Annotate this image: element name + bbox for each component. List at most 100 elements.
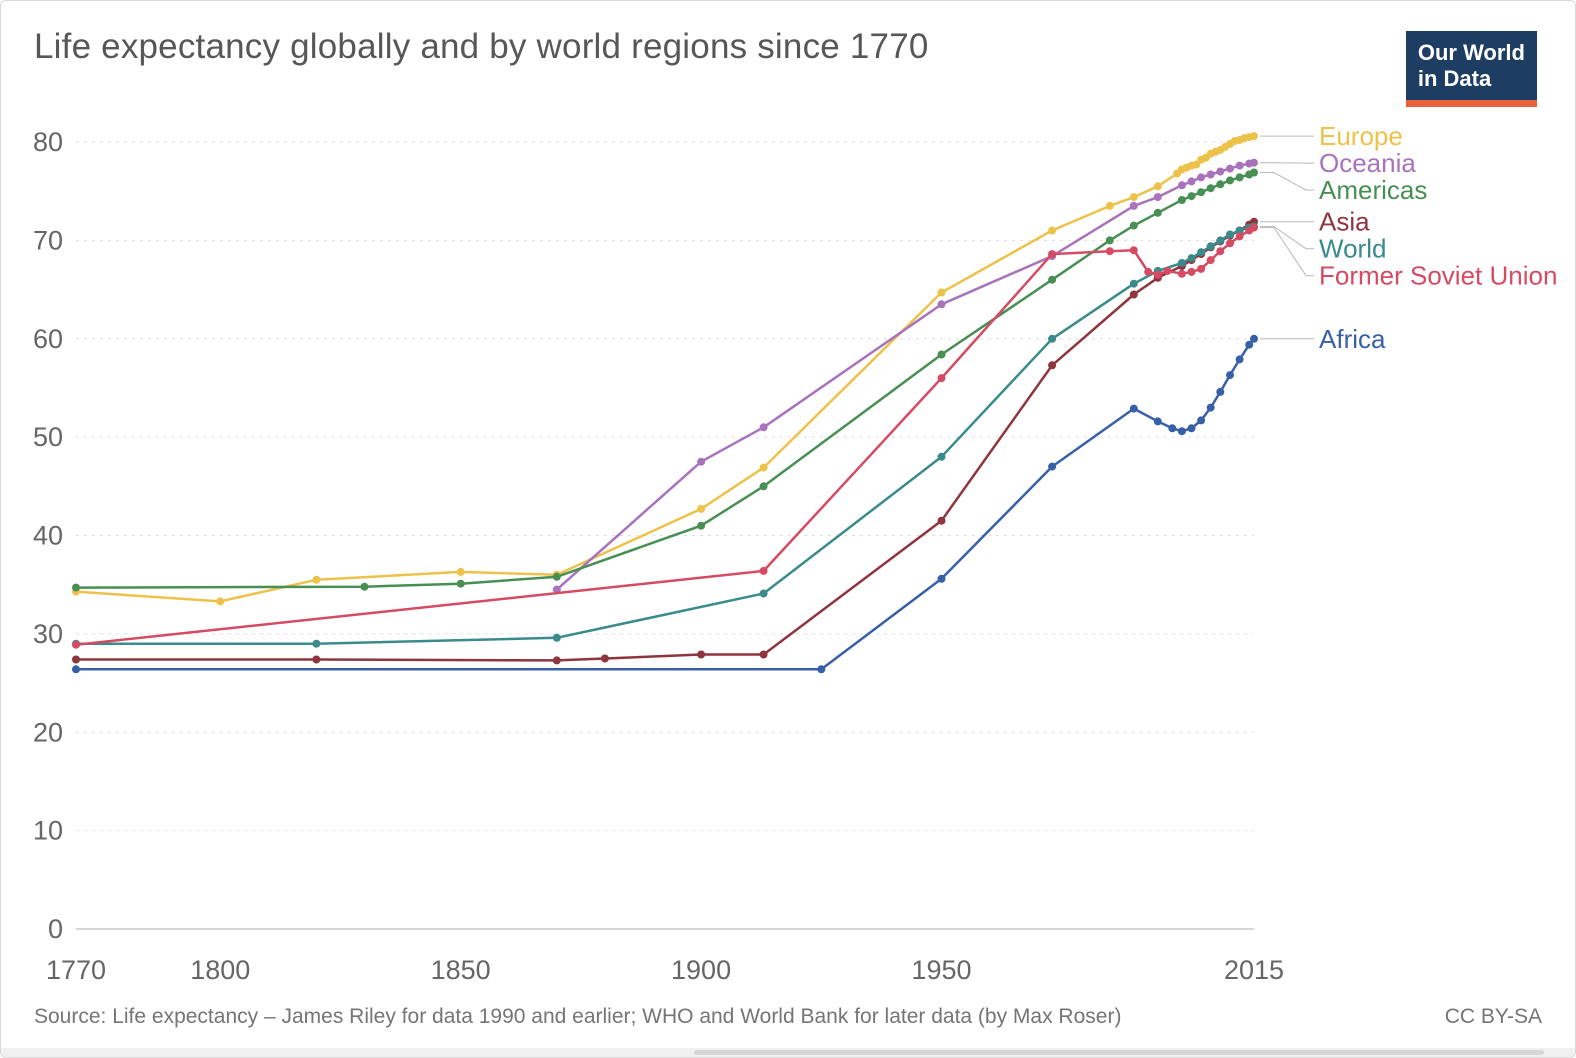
data-point-oceania	[1250, 158, 1258, 167]
chart-footer: Source: Life expectancy – James Riley fo…	[34, 1005, 1542, 1029]
data-point-africa	[1177, 427, 1186, 436]
owid-logo-line2: in Data	[1417, 66, 1492, 92]
y-axis-tick-40: 40	[33, 521, 63, 551]
data-point-oceania	[1153, 193, 1162, 202]
data-point-asia	[312, 655, 321, 664]
data-point-oceania	[1129, 201, 1138, 210]
timeline-bar[interactable]	[1, 1048, 1575, 1057]
data-point-former-soviet-union	[1048, 250, 1057, 259]
data-point-europe	[1192, 160, 1201, 169]
data-point-americas	[1216, 180, 1225, 189]
data-point-europe	[1105, 201, 1114, 210]
x-axis-tick-1770: 1770	[46, 955, 106, 985]
data-point-americas	[759, 482, 768, 491]
data-point-africa	[1206, 403, 1215, 412]
y-axis-tick-10: 10	[33, 816, 63, 846]
data-point-africa	[1129, 404, 1138, 413]
legend-label-world[interactable]: World	[1319, 234, 1386, 264]
data-point-oceania	[1226, 164, 1234, 173]
data-point-africa	[72, 665, 80, 674]
data-point-oceania	[1235, 161, 1244, 170]
source-note: Source: Life expectancy – James Riley fo…	[34, 1005, 1122, 1028]
data-point-europe	[1250, 132, 1258, 141]
data-point-americas	[1129, 221, 1138, 230]
data-point-americas	[552, 572, 561, 581]
data-point-former-soviet-union	[937, 374, 946, 383]
legend-connector-world	[1260, 226, 1314, 250]
data-point-world	[759, 589, 768, 598]
legend-label-americas[interactable]: Americas	[1319, 175, 1427, 205]
data-point-asia	[937, 516, 946, 525]
data-point-americas	[1153, 208, 1162, 217]
data-point-former-soviet-union	[1177, 269, 1186, 278]
data-point-europe	[216, 597, 225, 606]
data-point-world	[1177, 259, 1186, 267]
data-point-world	[1235, 226, 1244, 235]
series-line-former-soviet-union	[74, 226, 1256, 646]
data-point-former-soviet-union	[1216, 247, 1225, 256]
data-point-former-soviet-union	[1144, 267, 1153, 276]
page-title: Life expectancy globally and by world re…	[34, 27, 929, 66]
data-point-europe	[1153, 182, 1162, 191]
data-point-africa	[1168, 424, 1177, 433]
data-point-former-soviet-union	[1197, 264, 1206, 273]
data-point-former-soviet-union	[1163, 266, 1172, 275]
y-axis-tick-20: 20	[33, 717, 63, 747]
data-point-oceania	[1177, 181, 1186, 190]
data-point-former-soviet-union	[1226, 239, 1234, 248]
legend-connector-former-soviet-union	[1260, 227, 1314, 277]
x-axis-tick-1900: 1900	[671, 955, 731, 985]
data-point-world	[1216, 236, 1225, 245]
line-chart: 0 10 20 30 40 50 60 70 80 1770 1800 1850 1900 1950 201…	[33, 121, 1557, 985]
data-point-world	[1197, 248, 1206, 257]
data-point-asia	[72, 655, 80, 664]
owid-logo[interactable]: Our World in Data	[1405, 31, 1537, 107]
data-point-oceania	[697, 457, 706, 466]
data-point-americas	[1250, 168, 1258, 177]
timeline-handle[interactable]	[693, 1050, 1544, 1055]
data-point-oceania	[759, 423, 768, 432]
x-axis-tick-1950: 1950	[911, 955, 971, 985]
data-point-former-soviet-union	[1153, 270, 1162, 279]
legend-label-oceania[interactable]: Oceania	[1319, 148, 1416, 178]
data-point-africa	[1197, 416, 1206, 425]
data-point-world	[552, 633, 561, 642]
series-line-africa	[74, 337, 1256, 671]
data-point-asia	[600, 654, 609, 663]
data-point-americas	[1206, 184, 1215, 193]
data-point-americas	[937, 350, 946, 359]
data-point-africa	[1153, 417, 1162, 426]
y-axis-tick-50: 50	[33, 422, 63, 452]
legend-label-africa[interactable]: Africa	[1319, 324, 1386, 354]
data-point-former-soviet-union	[1187, 267, 1196, 276]
x-axis-tick-1850: 1850	[431, 955, 491, 985]
data-point-oceania	[1216, 167, 1225, 176]
data-point-europe	[697, 504, 706, 513]
legend-label-former-soviet-union[interactable]: Former Soviet Union	[1319, 261, 1557, 291]
data-point-europe	[312, 575, 321, 584]
series-line-europe	[74, 134, 1256, 603]
data-point-former-soviet-union	[1206, 256, 1215, 265]
owid-logo-line1: Our World	[1417, 40, 1525, 65]
data-point-world	[1206, 242, 1215, 251]
data-point-americas	[1235, 173, 1244, 182]
data-point-world	[1048, 334, 1057, 343]
data-point-world	[312, 639, 321, 648]
data-point-asia	[759, 650, 768, 659]
data-point-oceania	[937, 300, 946, 309]
data-point-world	[1129, 279, 1138, 288]
y-axis-tick-70: 70	[33, 225, 63, 255]
license-link[interactable]: CC BY-SA	[1444, 1005, 1542, 1028]
legend-connector-americas	[1260, 172, 1314, 191]
data-point-europe	[937, 288, 946, 297]
data-point-americas	[697, 521, 706, 530]
data-point-americas	[72, 583, 80, 592]
data-point-world	[937, 452, 946, 461]
data-point-oceania	[1187, 177, 1196, 186]
data-point-americas	[1187, 192, 1196, 201]
legend-label-europe[interactable]: Europe	[1319, 121, 1403, 151]
legend-label-asia[interactable]: Asia	[1319, 207, 1370, 237]
data-point-former-soviet-union	[1105, 247, 1114, 256]
data-point-oceania	[552, 585, 561, 594]
